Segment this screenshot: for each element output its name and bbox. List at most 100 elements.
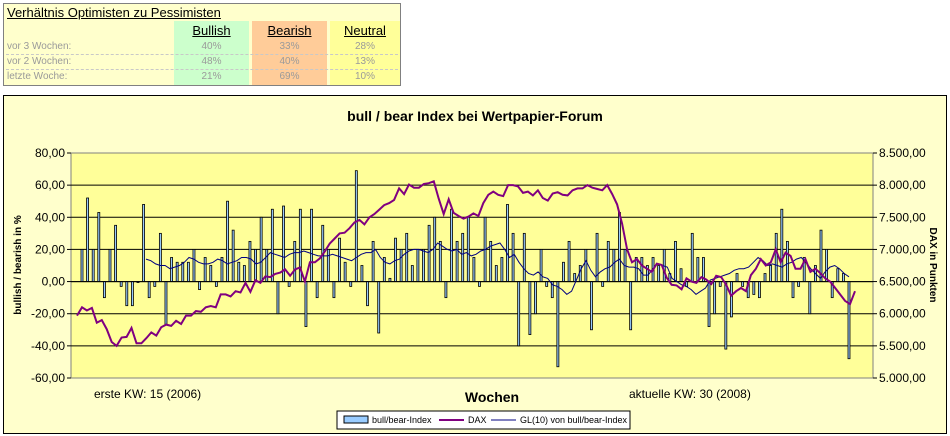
y2-axis-ticks: 8.500,00 8.000,00 7.500,00 7.000,00 6.500,00… <box>873 146 926 385</box>
index-bar <box>763 273 767 282</box>
y-tick-label: 40,00 <box>35 210 65 224</box>
cell-2w-bullish: 48% <box>201 56 222 67</box>
header-bearish: Bearish <box>267 23 312 38</box>
index-bar <box>405 232 409 282</box>
index-bar <box>455 240 459 282</box>
end-note: aktuelle KW: 30 (2008) <box>629 387 751 401</box>
index-bar <box>147 281 151 299</box>
index-bar <box>259 216 263 282</box>
index-bar <box>119 281 123 287</box>
index-bar <box>142 204 145 282</box>
index-bar <box>528 281 532 336</box>
index-bar <box>842 273 845 282</box>
index-bar <box>629 281 633 331</box>
index-bar <box>360 265 364 282</box>
summary-table: Verhältnis Optimisten zu Pessimisten Bul… <box>3 3 401 86</box>
index-bar <box>690 232 694 282</box>
y-tick-label: 60,00 <box>35 178 65 192</box>
index-bar <box>198 281 201 291</box>
y-tick-label: -20,00 <box>31 307 65 321</box>
index-bar <box>102 281 106 299</box>
gl-line <box>145 242 850 296</box>
y2-tick-label: 6.500,00 <box>879 275 926 289</box>
header-bullish: Bullish <box>192 23 231 38</box>
index-bar <box>500 257 504 282</box>
row-label-2-weeks: vor 2 Wochen: <box>7 56 72 67</box>
y2-axis-title: DAX in Punkten <box>927 227 938 302</box>
index-bar <box>97 212 101 282</box>
chart-svg: bull / bear Index bei Wertpapier-Forum 8… <box>13 108 938 430</box>
chart-title: bull / bear Index bei Wertpapier-Forum <box>347 108 603 124</box>
index-bar <box>80 249 84 282</box>
index-bar <box>304 281 308 327</box>
index-bar <box>158 232 162 282</box>
index-bar <box>343 261 347 282</box>
index-bar <box>332 281 336 299</box>
y2-tick-label: 7.000,00 <box>879 242 926 256</box>
index-bar <box>270 208 274 282</box>
index-bar <box>718 281 722 287</box>
index-bar <box>791 281 795 299</box>
index-bar <box>489 240 493 282</box>
index-bar <box>91 249 95 282</box>
index-bar <box>416 249 420 282</box>
index-bar <box>539 249 543 282</box>
index-bar <box>450 208 453 282</box>
y-tick-label: -60,00 <box>31 371 65 385</box>
index-bar <box>170 257 173 282</box>
index-bar <box>786 240 789 282</box>
cell-lw-bullish: 21% <box>201 71 222 82</box>
index-bar <box>847 281 851 360</box>
index-bar <box>86 197 89 282</box>
index-bar <box>422 249 425 282</box>
index-bar <box>192 249 196 282</box>
index-bar <box>590 281 593 331</box>
chart-panel: bull / bear Index bei Wertpapier-Forum 8… <box>3 95 947 434</box>
summary-title: Verhältnis Optimisten zu Pessimisten <box>7 5 221 20</box>
index-bar <box>399 249 403 282</box>
x-axis-title: Wochen <box>465 389 519 405</box>
index-bar <box>556 281 560 368</box>
index-bar <box>522 232 526 282</box>
index-bar <box>461 232 465 282</box>
bullish-column-bg <box>174 21 249 85</box>
y-tick-label: 80,00 <box>35 146 65 160</box>
index-bar <box>209 265 213 282</box>
start-note: erste KW: 15 (2006) <box>94 387 201 401</box>
index-bar <box>214 281 218 287</box>
index-bar <box>231 229 235 282</box>
y-tick-label: -40,00 <box>31 339 65 353</box>
index-bar <box>674 240 677 282</box>
cell-3w-bullish: 40% <box>201 41 222 52</box>
y-tick-label: 20,00 <box>35 242 65 256</box>
cell-3w-bearish: 33% <box>279 41 300 52</box>
y-axis-ticks: 80,00 60,00 40,00 20,00 0,00 -20,00 -40,00 -60,… <box>31 146 71 385</box>
index-bar <box>427 224 431 282</box>
index-bar <box>797 281 801 287</box>
legend-label-dax: DAX <box>468 415 487 425</box>
y-axis-title: bullish / bearish in % <box>13 215 24 315</box>
index-bar <box>108 249 112 282</box>
index-bar <box>466 216 470 282</box>
index-bar <box>573 273 577 282</box>
index-bar <box>371 240 375 282</box>
legend-label-index: bull/bear-Index <box>372 415 432 425</box>
legend-swatch-index <box>343 415 369 424</box>
legend-box <box>336 410 631 430</box>
index-bar <box>366 281 369 307</box>
index-bar <box>444 281 448 299</box>
legend-label-gl: GL(10) von bull/bear-Index <box>520 415 628 425</box>
row-label-3-weeks: vor 3 Wochen: <box>7 41 72 52</box>
index-bar <box>808 281 812 315</box>
cell-lw-neutral: 10% <box>354 71 375 82</box>
index-bar <box>114 224 117 282</box>
index-bar <box>769 265 773 282</box>
index-bar <box>713 281 717 315</box>
y2-tick-label: 7.500,00 <box>879 210 926 224</box>
index-bar <box>242 265 246 282</box>
cell-lw-bearish: 69% <box>279 71 300 82</box>
header-neutral: Neutral <box>344 23 386 38</box>
plot-area <box>70 152 874 379</box>
y2-tick-label: 5.000,00 <box>879 371 926 385</box>
index-bar <box>354 170 358 282</box>
